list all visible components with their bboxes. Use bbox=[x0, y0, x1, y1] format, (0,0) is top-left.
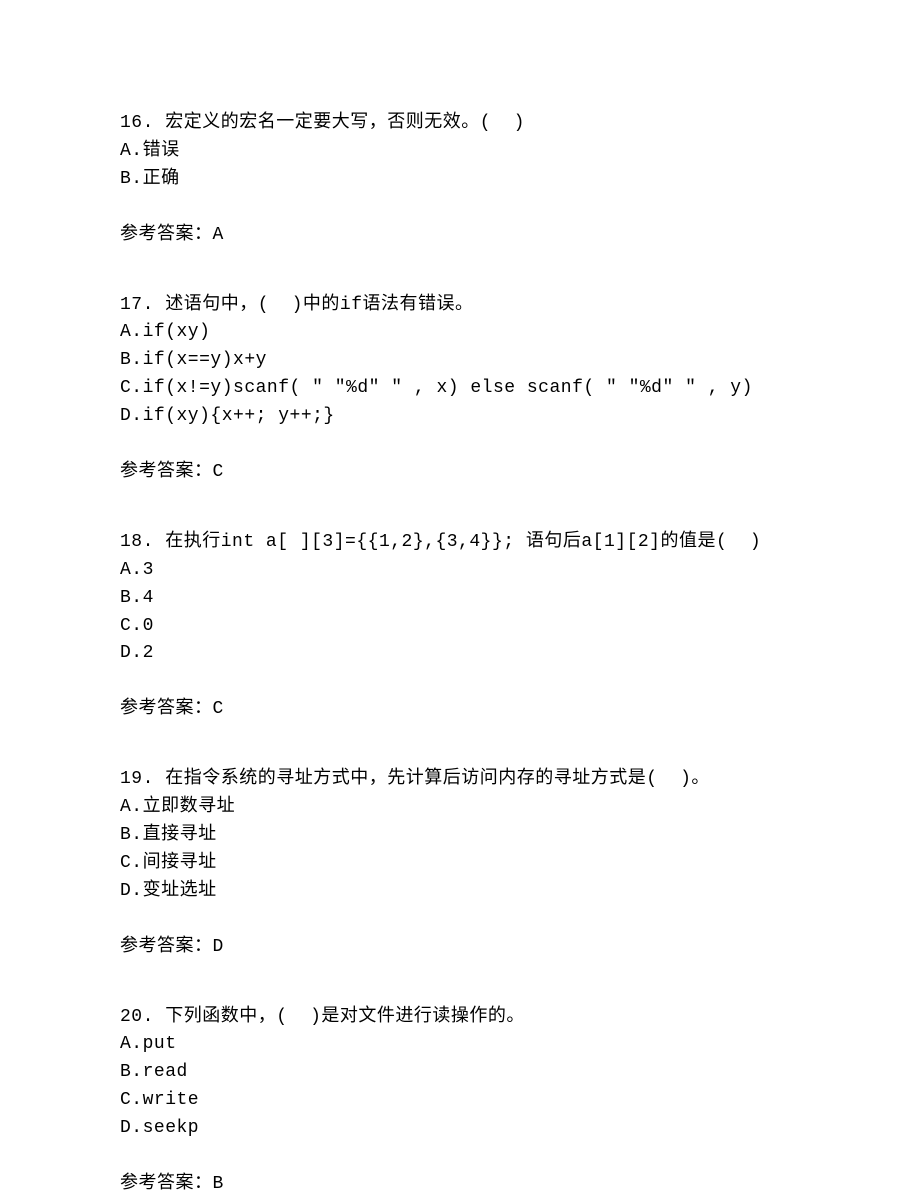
question-block-17: 17. 述语句中，( )中的if语法有错误。 A.if(xy) B.if(x==… bbox=[120, 292, 800, 487]
question-text: 19. 在指令系统的寻址方式中，先计算后访问内存的寻址方式是( )。 bbox=[120, 766, 800, 794]
question-number: 17. bbox=[120, 295, 154, 315]
question-stem: 宏定义的宏名一定要大写，否则无效。( ) bbox=[165, 113, 525, 133]
question-stem: 在指令系统的寻址方式中，先计算后访问内存的寻址方式是( )。 bbox=[165, 769, 710, 789]
question-stem: 述语句中，( )中的if语法有错误。 bbox=[165, 295, 473, 315]
answer-value: C bbox=[213, 699, 224, 719]
option-b: B.4 bbox=[120, 585, 800, 613]
option-a: A.错误 bbox=[120, 138, 800, 166]
option-a: A.立即数寻址 bbox=[120, 794, 800, 822]
option-d: D.变址选址 bbox=[120, 878, 800, 906]
question-text: 17. 述语句中，( )中的if语法有错误。 bbox=[120, 292, 800, 320]
option-b: B.正确 bbox=[120, 166, 800, 194]
option-a: A.if(xy) bbox=[120, 319, 800, 347]
option-c: C.if(x!=y)scanf( " "%d" " , x) else scan… bbox=[120, 375, 800, 403]
option-c: C.write bbox=[120, 1087, 800, 1115]
option-a: A.3 bbox=[120, 557, 800, 585]
question-number: 16. bbox=[120, 113, 154, 133]
answer-label: 参考答案： bbox=[120, 937, 213, 957]
answer-value: C bbox=[213, 462, 224, 482]
option-b: B.read bbox=[120, 1059, 800, 1087]
answer-label: 参考答案： bbox=[120, 1174, 213, 1194]
question-block-19: 19. 在指令系统的寻址方式中，先计算后访问内存的寻址方式是( )。 A.立即数… bbox=[120, 766, 800, 961]
answer-line: 参考答案：D bbox=[120, 934, 800, 962]
option-b: B.直接寻址 bbox=[120, 822, 800, 850]
answer-line: 参考答案：B bbox=[120, 1171, 800, 1199]
question-block-18: 18. 在执行int a[ ][3]={{1,2},{3,4}}; 语句后a[1… bbox=[120, 529, 800, 724]
option-a: A.put bbox=[120, 1031, 800, 1059]
question-number: 18. bbox=[120, 532, 154, 552]
answer-value: B bbox=[213, 1174, 224, 1194]
question-text: 18. 在执行int a[ ][3]={{1,2},{3,4}}; 语句后a[1… bbox=[120, 529, 800, 557]
question-stem: 在执行int a[ ][3]={{1,2},{3,4}}; 语句后a[1][2]… bbox=[165, 532, 761, 552]
answer-value: A bbox=[213, 225, 224, 245]
option-d: D.seekp bbox=[120, 1115, 800, 1143]
option-d: D.2 bbox=[120, 640, 800, 668]
option-c: C.间接寻址 bbox=[120, 850, 800, 878]
answer-line: 参考答案：C bbox=[120, 459, 800, 487]
answer-label: 参考答案： bbox=[120, 699, 213, 719]
question-block-20: 20. 下列函数中，( )是对文件进行读操作的。 A.put B.read C.… bbox=[120, 1004, 800, 1199]
question-number: 20. bbox=[120, 1007, 154, 1027]
option-b: B.if(x==y)x+y bbox=[120, 347, 800, 375]
question-text: 20. 下列函数中，( )是对文件进行读操作的。 bbox=[120, 1004, 800, 1032]
answer-label: 参考答案： bbox=[120, 225, 213, 245]
question-block-16: 16. 宏定义的宏名一定要大写，否则无效。( ) A.错误 B.正确 参考答案：… bbox=[120, 110, 800, 250]
answer-line: 参考答案：A bbox=[120, 222, 800, 250]
question-text: 16. 宏定义的宏名一定要大写，否则无效。( ) bbox=[120, 110, 800, 138]
answer-value: D bbox=[213, 937, 224, 957]
option-d: D.if(xy){x++; y++;} bbox=[120, 403, 800, 431]
answer-line: 参考答案：C bbox=[120, 696, 800, 724]
answer-label: 参考答案： bbox=[120, 462, 213, 482]
question-stem: 下列函数中，( )是对文件进行读操作的。 bbox=[165, 1007, 525, 1027]
question-number: 19. bbox=[120, 769, 154, 789]
option-c: C.0 bbox=[120, 613, 800, 641]
